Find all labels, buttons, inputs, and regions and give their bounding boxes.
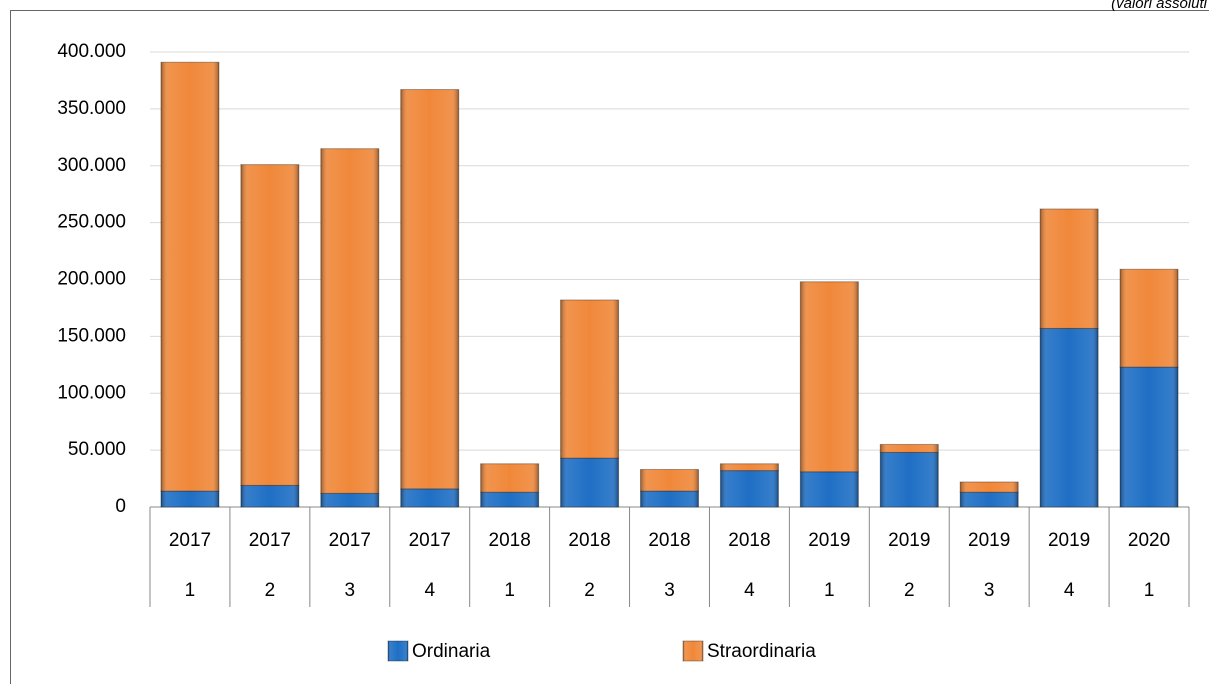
bar-shine [960,492,1019,507]
bar-shine [720,470,779,507]
y-tick-label: 100.000 [57,382,126,403]
bar-shine [400,89,459,489]
x-subtick-label: 3 [664,580,675,601]
bar-shine [240,485,299,507]
x-tick-label: 2017 [409,530,451,551]
legend-marker-shine [388,641,408,661]
x-tick-label: 2018 [728,530,770,551]
y-tick-label: 150.000 [57,325,126,346]
bar-shine [480,463,539,493]
bar-shine [640,491,699,507]
bar-shine [320,493,379,507]
bar-shine [400,488,459,507]
bar-shine [880,444,939,453]
x-subtick-label: 1 [1144,580,1155,601]
x-tick-label: 2019 [968,530,1010,551]
bar-shine [880,452,939,507]
bar-shine [960,481,1019,493]
x-subtick-label: 1 [824,580,835,601]
x-subtick-label: 1 [185,580,196,601]
bar-shine [560,299,619,459]
x-subtick-label: 2 [904,580,915,601]
x-subtick-label: 2 [265,580,276,601]
bar-shine [1040,328,1099,507]
x-tick-label: 2017 [249,530,291,551]
bar-shine [1120,269,1179,368]
x-subtick-label: 4 [1064,580,1075,601]
bar-shine [160,62,219,492]
legend-label: Ordinaria [412,641,491,662]
legend-label: Straordinaria [707,641,816,662]
x-subtick-label: 3 [984,580,995,601]
y-tick-label: 0 [115,496,126,517]
y-tick-label: 200.000 [57,269,126,290]
x-tick-label: 2018 [568,530,610,551]
bar-shine [560,458,619,507]
y-tick-label: 300.000 [57,155,126,176]
bar-shine [480,492,539,507]
bar-shine [160,491,219,507]
bar-shine [640,469,699,492]
x-tick-label: 2018 [489,530,531,551]
x-subtick-label: 2 [584,580,595,601]
x-tick-label: 2018 [648,530,690,551]
subtitle: (valori assoluti [1111,0,1208,12]
y-tick-label: 250.000 [57,212,126,233]
x-subtick-label: 4 [744,580,755,601]
bar-shine [320,148,379,494]
bar-shine [720,463,779,471]
chart-frame [10,10,1209,684]
x-tick-label: 2019 [808,530,850,551]
bar-shine [1040,208,1099,329]
x-tick-label: 2017 [329,530,371,551]
y-tick-label: 350.000 [57,98,126,119]
x-tick-label: 2019 [888,530,930,551]
bar-shine [240,164,299,486]
x-tick-label: 2017 [169,530,211,551]
bar-shine [800,281,859,472]
legend-marker-shine [683,641,703,661]
x-subtick-label: 4 [424,580,435,601]
y-tick-label: 50.000 [68,439,126,460]
bar-shine [800,471,859,507]
y-tick-label: 400.000 [57,41,126,62]
x-tick-label: 2019 [1048,530,1090,551]
x-subtick-label: 3 [345,580,356,601]
x-subtick-label: 1 [504,580,515,601]
bar-shine [1120,367,1179,507]
x-tick-label: 2020 [1128,530,1170,551]
